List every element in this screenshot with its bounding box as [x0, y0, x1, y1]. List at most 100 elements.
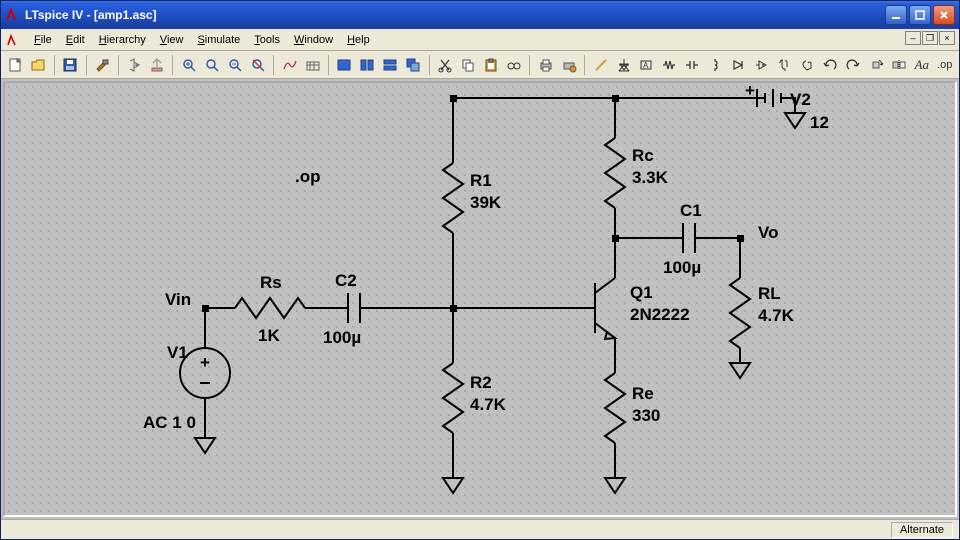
tb-redo-icon[interactable]: [843, 54, 864, 76]
tb-undo-icon[interactable]: [820, 54, 841, 76]
tb-halt-icon[interactable]: [147, 54, 168, 76]
comp-re: Re 330: [605, 373, 660, 493]
svg-text:12: 12: [810, 113, 829, 132]
tb-capacitor-icon[interactable]: [682, 54, 703, 76]
tb-zoom-pan-icon[interactable]: [201, 54, 222, 76]
svg-text:Rc: Rc: [632, 146, 654, 165]
tb-resistor-icon[interactable]: [659, 54, 680, 76]
toolbar-sep: [529, 55, 530, 75]
tb-setup-icon[interactable]: [302, 54, 323, 76]
close-button[interactable]: [933, 5, 955, 25]
svg-text:1K: 1K: [258, 326, 280, 345]
svg-text:100µ: 100µ: [663, 258, 701, 277]
net-vo: Vo: [758, 223, 778, 242]
tb-tile4-icon[interactable]: [403, 54, 424, 76]
app-icon: [5, 7, 21, 23]
tb-zoom-in-icon[interactable]: [178, 54, 199, 76]
schematic-svg: .op + V2 12: [5, 83, 955, 523]
svg-text:R1: R1: [470, 171, 492, 190]
toolbar-sep: [54, 55, 55, 75]
tb-draw-wire-icon[interactable]: [590, 54, 611, 76]
svg-text:3.3K: 3.3K: [632, 168, 669, 187]
mdi-restore[interactable]: ❐: [922, 31, 938, 45]
comp-r2: R2 4.7K: [443, 308, 507, 493]
tb-label-icon[interactable]: A: [636, 54, 657, 76]
menu-view[interactable]: View: [153, 32, 191, 48]
titlebar[interactable]: LTspice IV - [amp1.asc]: [1, 1, 959, 29]
svg-text:V1: V1: [167, 343, 188, 362]
menu-simulate[interactable]: Simulate: [190, 32, 247, 48]
tb-print-icon[interactable]: [535, 54, 556, 76]
tb-cut-icon[interactable]: [435, 54, 456, 76]
menu-edit[interactable]: Edit: [59, 32, 92, 48]
mdi-close[interactable]: ×: [939, 31, 955, 45]
toolbar-sep: [273, 55, 274, 75]
tb-paste-icon[interactable]: [481, 54, 502, 76]
comp-v1: + V1 AC 1 0: [143, 308, 230, 453]
svg-text:4.7K: 4.7K: [470, 395, 507, 414]
svg-text:RL: RL: [758, 284, 781, 303]
menu-app-icon[interactable]: [5, 32, 21, 48]
tb-autorange-icon[interactable]: [279, 54, 300, 76]
mdi-minimize[interactable]: –: [905, 31, 921, 45]
tb-mirror-icon[interactable]: [888, 54, 909, 76]
menu-file[interactable]: File: [27, 32, 59, 48]
tb-find-icon[interactable]: [503, 54, 524, 76]
tb-rotate-icon[interactable]: [865, 54, 886, 76]
tb-hammer-icon[interactable]: [92, 54, 113, 76]
menu-tools[interactable]: Tools: [247, 32, 287, 48]
tb-run-icon[interactable]: [124, 54, 145, 76]
tb-component-icon[interactable]: [751, 54, 772, 76]
status-mode: Alternate: [891, 522, 953, 538]
svg-text:A: A: [643, 61, 649, 70]
svg-text:100µ: 100µ: [323, 328, 361, 347]
tb-ground-icon[interactable]: [613, 54, 634, 76]
svg-text:V2: V2: [790, 90, 811, 109]
minimize-button[interactable]: [885, 5, 907, 25]
schematic-canvas[interactable]: .op + V2 12: [3, 81, 957, 517]
menu-window[interactable]: Window: [287, 32, 340, 48]
svg-text:2N2222: 2N2222: [630, 305, 690, 324]
tb-tile2-icon[interactable]: [357, 54, 378, 76]
maximize-button[interactable]: [909, 5, 931, 25]
menu-hierarchy[interactable]: Hierarchy: [92, 32, 153, 48]
tb-open-icon[interactable]: [28, 54, 49, 76]
mdi-buttons: – ❐ ×: [905, 31, 955, 45]
svg-text:C2: C2: [335, 271, 357, 290]
app-window: LTspice IV - [amp1.asc] File Edit Hierar…: [0, 0, 960, 540]
svg-text:R2: R2: [470, 373, 492, 392]
tb-copy-icon[interactable]: [458, 54, 479, 76]
tb-drag-icon[interactable]: [797, 54, 818, 76]
tb-tile1-icon[interactable]: [334, 54, 355, 76]
toolbar-sep: [172, 55, 173, 75]
menu-help[interactable]: Help: [340, 32, 377, 48]
svg-text:+: +: [745, 83, 755, 100]
tb-zoom-fit-icon[interactable]: [247, 54, 268, 76]
svg-text:C1: C1: [680, 201, 702, 220]
comp-rl: RL 4.7K: [730, 238, 795, 378]
tb-zoom-out-icon[interactable]: [224, 54, 245, 76]
toolbar: A Aa .op: [1, 51, 959, 79]
toolbar-sep: [429, 55, 430, 75]
comp-c1: C1 100µ: [615, 201, 740, 277]
tb-spice-directive-icon[interactable]: .op: [934, 54, 955, 76]
tb-save-icon[interactable]: [60, 54, 81, 76]
toolbar-sep: [328, 55, 329, 75]
menubar: File Edit Hierarchy View Simulate Tools …: [1, 29, 959, 51]
svg-text:AC 1 0: AC 1 0: [143, 413, 196, 432]
svg-text:39K: 39K: [470, 193, 502, 212]
tb-move-icon[interactable]: [774, 54, 795, 76]
tb-printsetup-icon[interactable]: [558, 54, 579, 76]
comp-c2: C2 100µ: [305, 271, 361, 347]
tb-inductor-icon[interactable]: [705, 54, 726, 76]
svg-text:+: +: [200, 353, 210, 372]
toolbar-sep: [86, 55, 87, 75]
svg-text:330: 330: [632, 406, 660, 425]
tb-diode-icon[interactable]: [728, 54, 749, 76]
svg-text:Re: Re: [632, 384, 654, 403]
svg-text:Rs: Rs: [260, 273, 282, 292]
tb-tile3-icon[interactable]: [380, 54, 401, 76]
tb-new-icon[interactable]: [5, 54, 26, 76]
tb-text-big-icon[interactable]: Aa: [911, 54, 932, 76]
comp-rc: Rc 3.3K: [605, 98, 669, 238]
